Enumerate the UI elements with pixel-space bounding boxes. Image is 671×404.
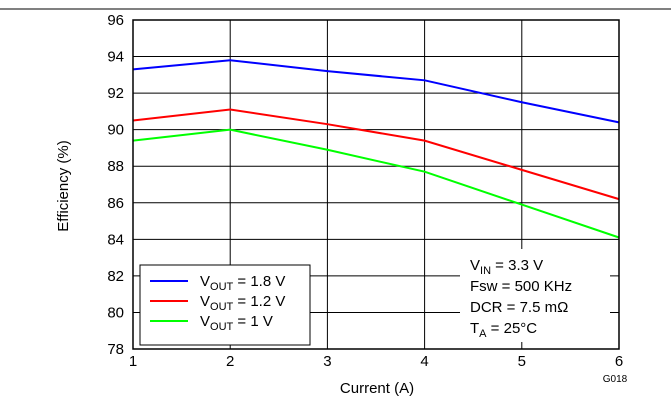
legend-label: VOUT = 1 V: [200, 313, 273, 333]
y-tick-label: 86: [107, 195, 124, 212]
x-tick-label: 4: [420, 353, 428, 370]
series-line-1: [132, 59, 620, 124]
legend-label: VOUT = 1.2 V: [200, 293, 285, 313]
y-tick-label: 80: [107, 304, 124, 321]
legend-label: VOUT = 1.8 V: [200, 273, 285, 293]
series-line-3: [132, 128, 620, 239]
ta-annotation: TA = 25°C: [470, 320, 537, 340]
plot-frame: [132, 19, 620, 350]
fsw-annotation: Fsw = 500 KHz: [470, 278, 572, 295]
dcr-annotation: DCR = 7.5 mΩ: [470, 299, 568, 316]
y-tick-label: 84: [107, 231, 124, 248]
x-tick-label: 6: [615, 353, 623, 370]
tick-labels: 1 2 3 4 5 6 78 80 82 84 86 88 90 92 94 96: [107, 12, 623, 370]
y-tick-label: 82: [107, 268, 124, 285]
x-tick-label: 2: [226, 353, 234, 370]
y-axis-label: Efficiency (%): [55, 140, 72, 231]
legend-box: [139, 264, 311, 346]
y-tick-label: 94: [107, 49, 124, 66]
x-axis-label: Current (A): [340, 380, 414, 397]
x-tick-label: 1: [129, 353, 137, 370]
y-tick-label: 78: [107, 341, 124, 358]
conditions-annotation: VIN = 3.3 V Fsw = 500 KHz DCR = 7.5 mΩ T…: [460, 249, 610, 342]
y-tick-label: 90: [107, 122, 124, 139]
figure-id: G018: [603, 374, 628, 385]
series-lines: [132, 59, 620, 239]
vin-annotation: VIN = 3.3 V: [470, 257, 543, 277]
annotation-box: [460, 249, 610, 342]
series-line-2: [132, 108, 620, 201]
y-tick-label: 92: [107, 85, 124, 102]
y-tick-label: 96: [107, 12, 124, 29]
x-tick-label: 5: [518, 353, 526, 370]
y-tick-label: 88: [107, 158, 124, 175]
x-tick-label: 3: [323, 353, 331, 370]
